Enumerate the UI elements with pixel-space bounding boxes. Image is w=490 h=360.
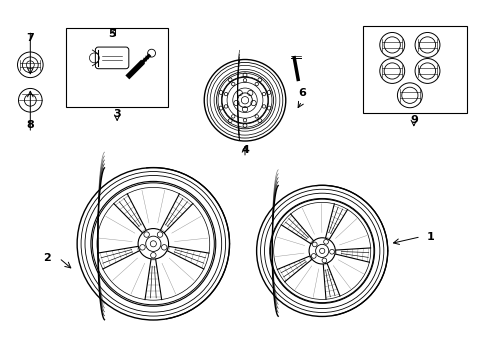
Text: 7: 7: [26, 33, 34, 43]
Text: 3: 3: [113, 109, 121, 120]
Bar: [67, 28, 168, 107]
Bar: [363, 26, 467, 113]
Text: 8: 8: [26, 120, 34, 130]
Text: 1: 1: [427, 232, 435, 242]
Text: 9: 9: [410, 115, 418, 125]
Text: 4: 4: [241, 145, 249, 155]
Text: 6: 6: [298, 88, 306, 98]
Text: 5: 5: [108, 29, 116, 39]
Text: 2: 2: [43, 253, 51, 263]
